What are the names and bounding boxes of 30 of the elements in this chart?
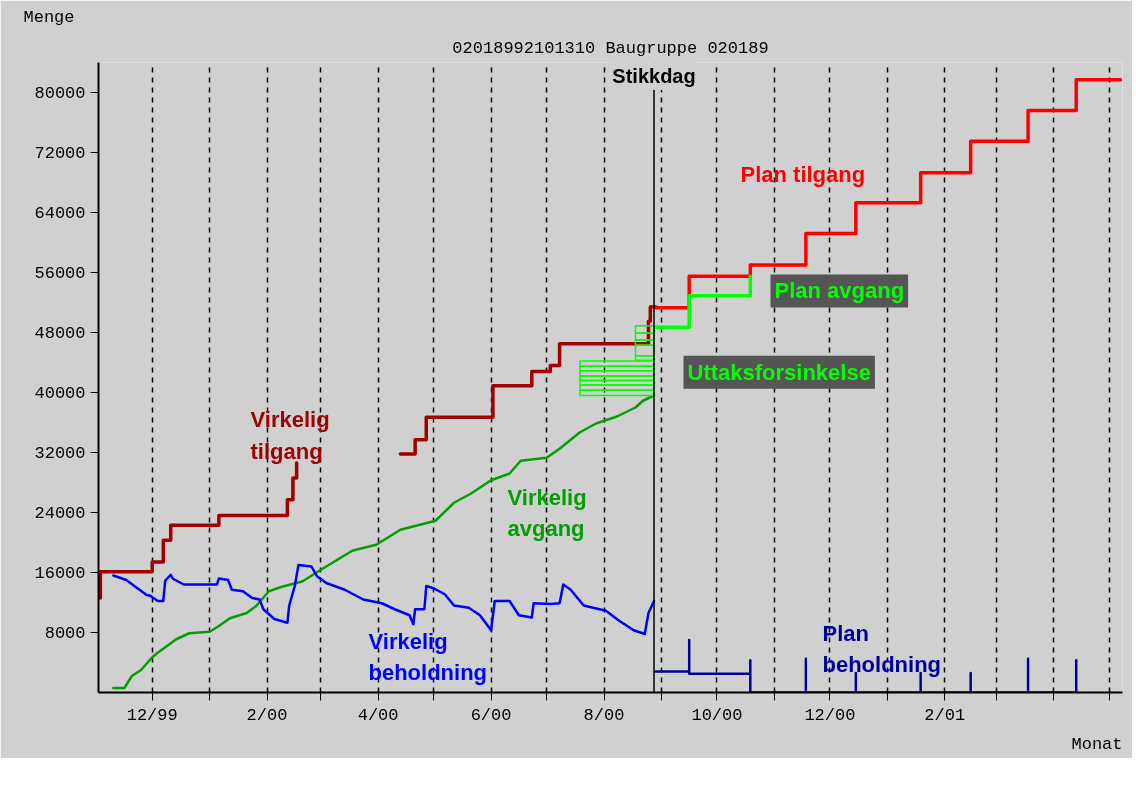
series-label: Plan tilgang <box>740 161 866 187</box>
y-tick-label: 16000 <box>34 564 86 583</box>
x-tick-label: 6/00 <box>470 705 512 725</box>
x-tick-label: 2/01 <box>924 705 966 725</box>
x-tick-label: 2/00 <box>246 705 288 725</box>
y-tick-label: 32000 <box>34 444 86 463</box>
line-series <box>112 394 656 690</box>
series-label: Plan beholdning <box>822 620 942 677</box>
y-tick-label: 24000 <box>34 504 86 523</box>
y-axis-title: Menge <box>23 7 75 27</box>
y-tick-label: 56000 <box>34 264 86 283</box>
x-tick-label: 12/99 <box>126 705 178 725</box>
series-label: Virkelig beholdning <box>368 628 488 685</box>
y-tick-label: 72000 <box>34 144 86 163</box>
y-tick-label: 64000 <box>34 204 86 223</box>
y-tick-label: 40000 <box>34 384 86 403</box>
x-tick-label: 10/00 <box>691 705 743 725</box>
x-tick-label: 8/00 <box>583 705 625 725</box>
x-tick-label: 4/00 <box>357 705 399 725</box>
y-tick-label: 80000 <box>34 84 86 103</box>
series-label: Virkelig avgang <box>507 485 587 542</box>
x-axis-title: Monat <box>1071 734 1123 754</box>
chart-title: 02018992101310 Baugruppe 020189 <box>452 38 769 58</box>
series-label: Uttaksforsinkelse <box>687 359 871 385</box>
y-tick-label: 8000 <box>44 624 86 643</box>
ref-line-label: Stikkdag <box>612 64 696 87</box>
x-tick-label: 12/00 <box>804 705 856 725</box>
series-label: Plan avgang <box>774 278 905 304</box>
y-tick-label: 48000 <box>34 324 86 343</box>
series-label: Virkelig tilgang <box>250 407 330 464</box>
